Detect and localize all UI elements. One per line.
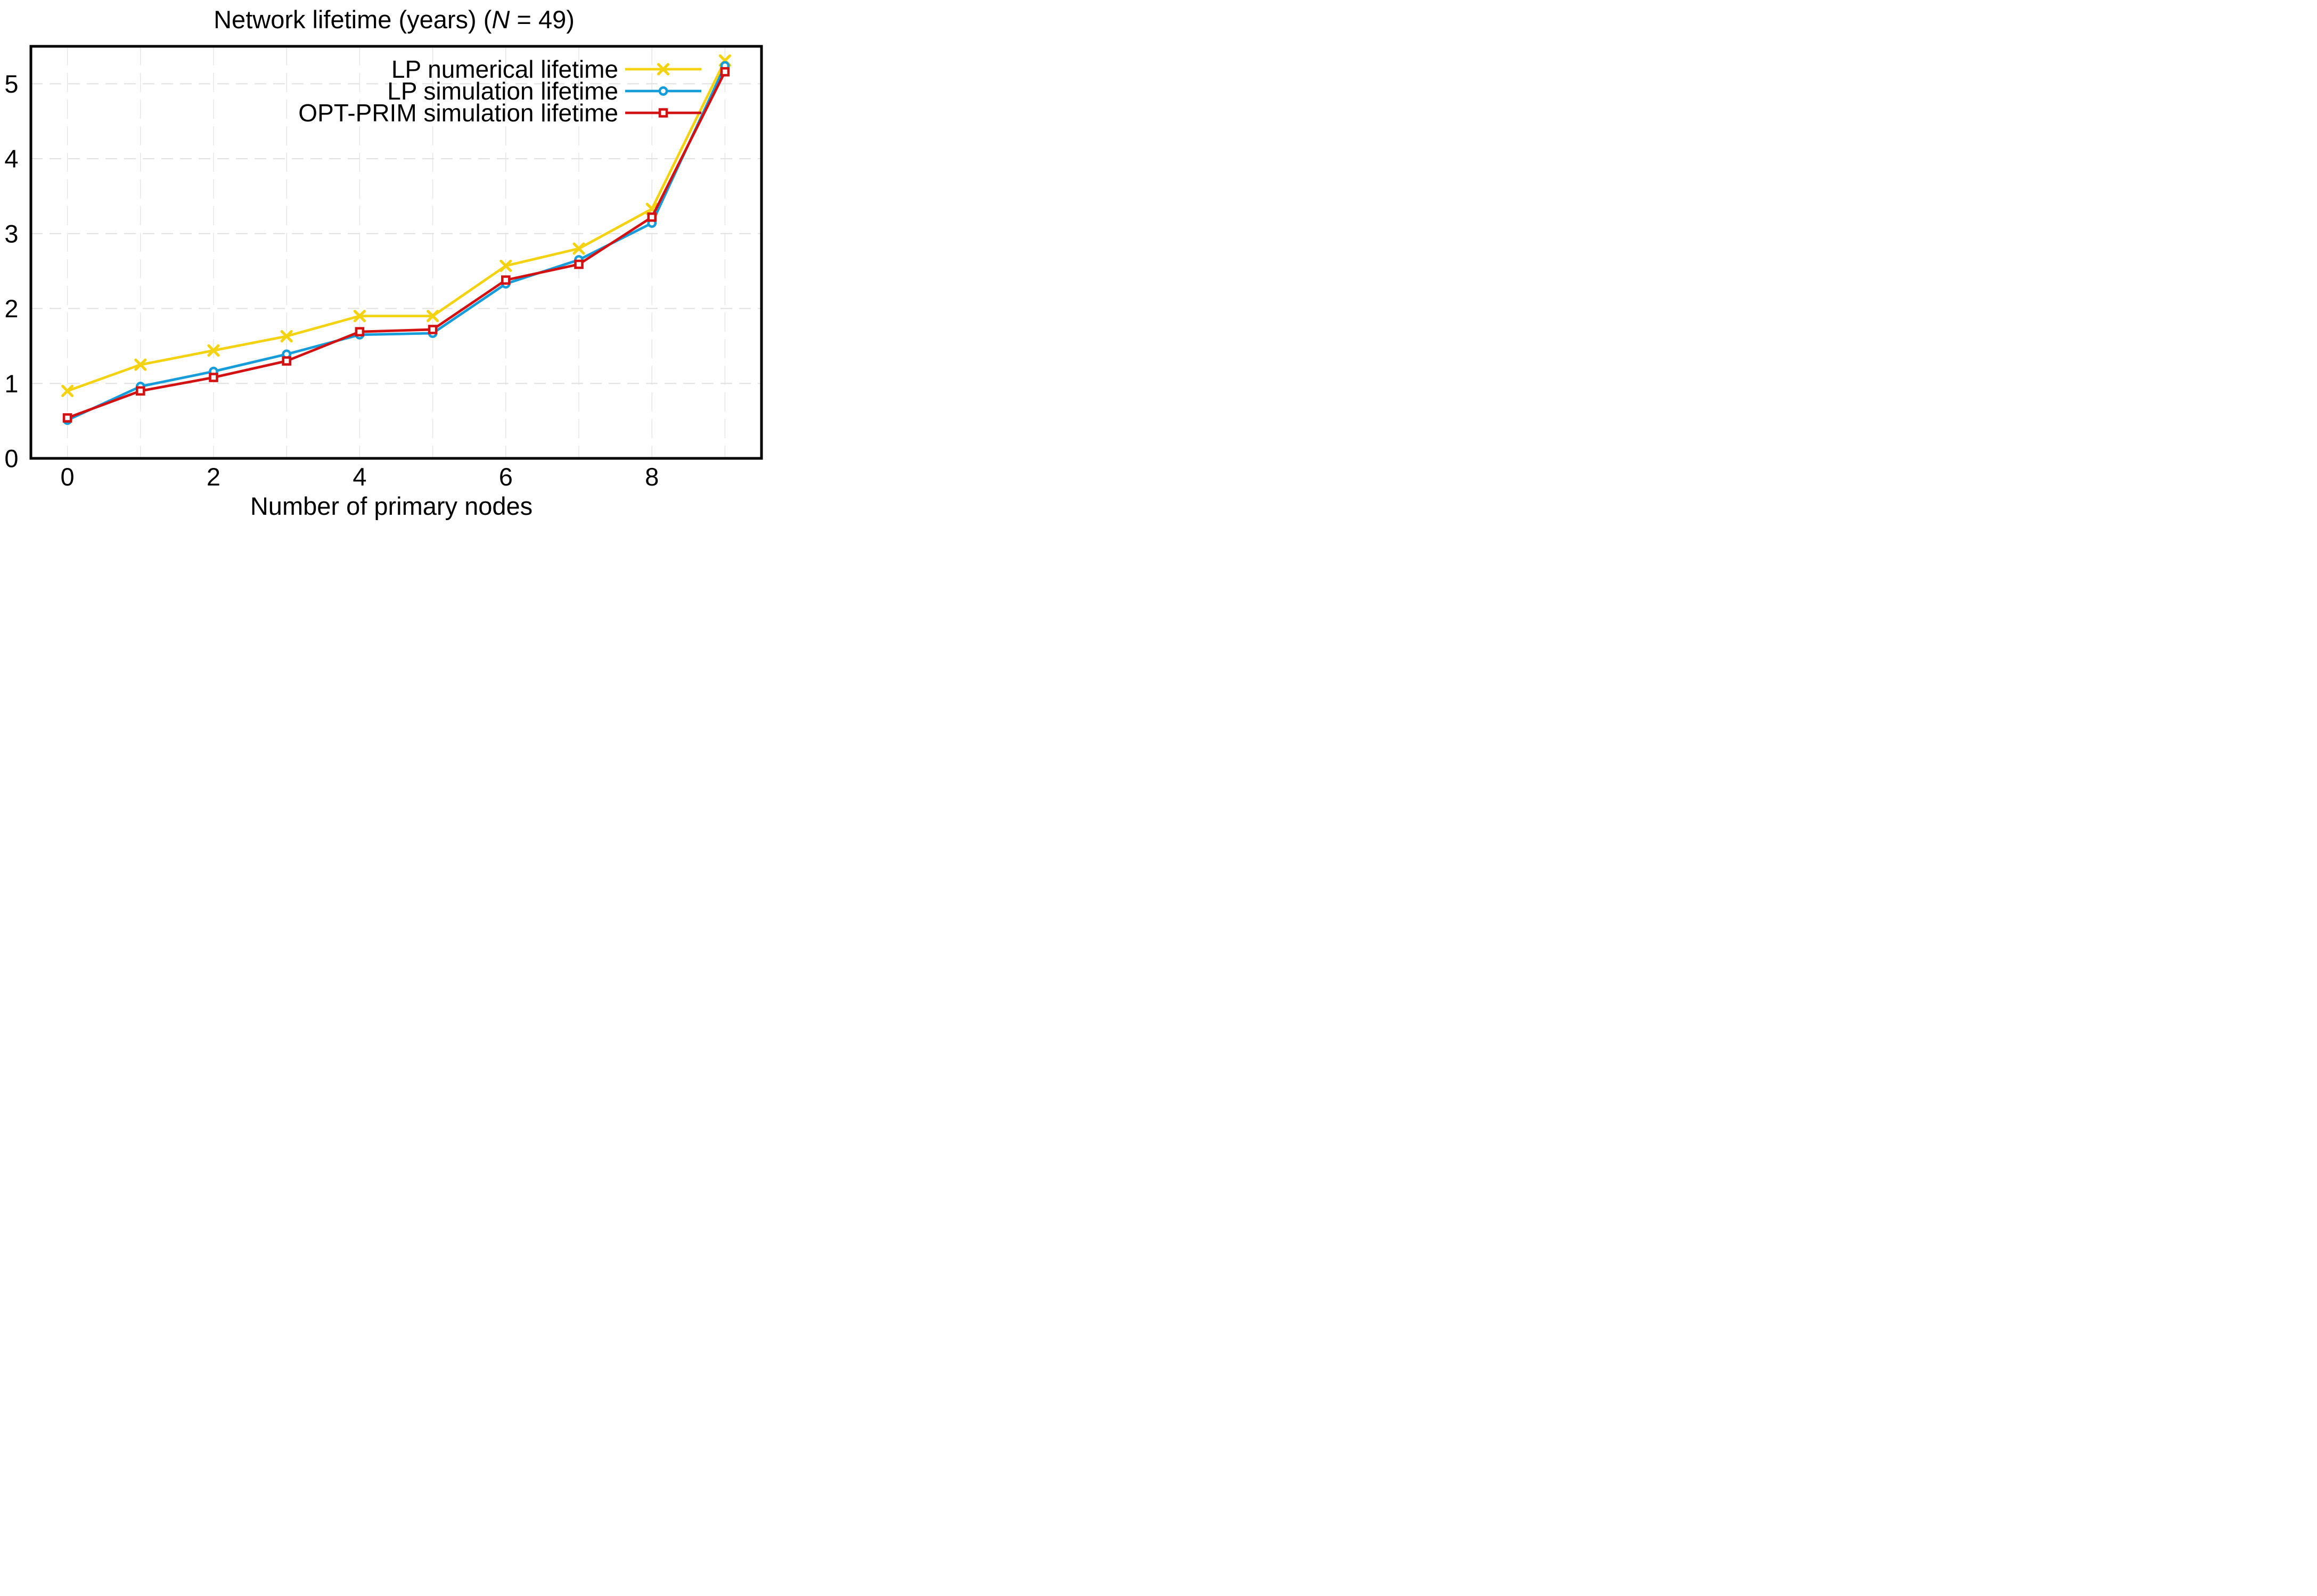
gridlines: [31, 46, 762, 458]
legend-label: LP numerical lifetime: [391, 55, 618, 83]
marker-square-icon: [428, 325, 438, 334]
marker-x-icon: [207, 344, 220, 357]
y-tick-label: 4: [4, 145, 18, 173]
y-tick-label: 5: [4, 70, 18, 98]
marker-circle-icon: [658, 86, 668, 96]
marker-square-icon: [501, 275, 511, 285]
chart-title-n-italic: N: [492, 5, 510, 34]
marker-square-icon: [282, 356, 292, 366]
marker-x-icon: [134, 358, 147, 371]
x-tick-label: 4: [353, 463, 366, 491]
chart-title-suffix: = 49): [510, 5, 575, 34]
x-tick-label: 0: [61, 463, 75, 491]
chart-title: Network lifetime (years) (N = 49): [214, 5, 575, 34]
x-tick-label: 6: [499, 463, 513, 491]
y-tick-label: 2: [4, 294, 18, 323]
y-tick-label: 3: [4, 219, 18, 248]
series-group: [61, 54, 731, 425]
x-axis-label: Number of primary nodes: [250, 492, 533, 520]
marker-square-icon: [62, 413, 72, 423]
marker-square-icon: [658, 108, 668, 118]
marker-square-icon: [135, 386, 145, 396]
series-line: [66, 70, 726, 419]
marker-x-icon: [280, 330, 293, 343]
marker-square-icon: [720, 67, 730, 77]
marker-x-icon: [500, 259, 512, 272]
marker-square-icon: [647, 212, 657, 222]
marker-x-icon: [353, 310, 366, 323]
legend-label: LP simulation lifetime: [387, 77, 618, 105]
x-tick-label: 2: [207, 463, 220, 491]
marker-x-icon: [657, 63, 670, 76]
chart-title-prefix: Network lifetime (years) (: [214, 5, 492, 34]
x-tick-label: 8: [645, 463, 659, 491]
y-tick-labels: 0 1 2 3 4 5: [4, 70, 18, 473]
x-tick-labels: 0 2 4 6 8: [61, 463, 659, 491]
marker-square-icon: [574, 259, 584, 269]
marker-square-icon: [355, 327, 365, 336]
plot-border: [29, 45, 763, 460]
y-tick-label: 0: [4, 445, 18, 473]
marker-x-icon: [427, 310, 439, 323]
marker-x-icon: [61, 384, 74, 397]
series-line: [66, 59, 726, 392]
y-tick-label: 1: [4, 369, 18, 398]
marker-x-icon: [572, 242, 585, 255]
marker-square-icon: [209, 373, 218, 382]
legend-label: OPT-PRIM simulation lifetime: [298, 99, 618, 127]
